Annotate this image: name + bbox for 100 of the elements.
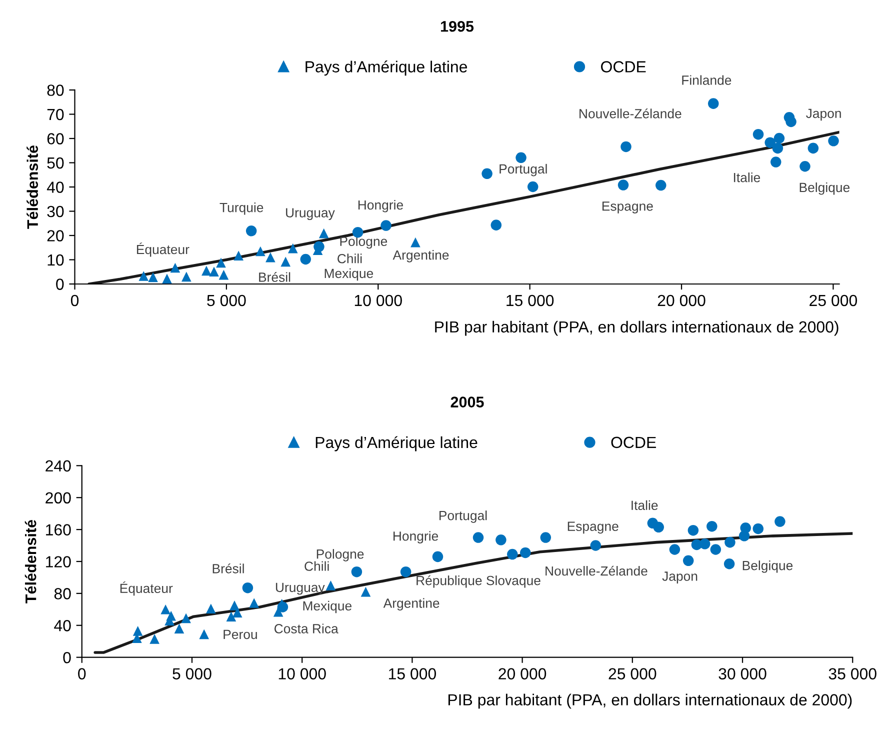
- point: [218, 270, 229, 280]
- point: [656, 180, 666, 191]
- y-tick-label: 120: [46, 556, 71, 568]
- y-tick-label: 10: [48, 254, 64, 266]
- point: [540, 532, 552, 543]
- point: [150, 634, 160, 644]
- point: [162, 274, 172, 284]
- point: [740, 522, 751, 534]
- annotation: Turquie: [220, 202, 264, 215]
- x-tick-label: 20 000: [498, 668, 546, 680]
- annotation: Hongrie: [394, 531, 438, 544]
- annotation: Hongrie: [358, 200, 403, 212]
- x-axis-title: PIB par habitant (PPA, en dollars internationaux de 2000): [448, 694, 852, 709]
- point: [527, 181, 538, 192]
- x-tick-label: 15 000: [506, 294, 554, 306]
- point: [246, 226, 257, 236]
- point: [808, 142, 819, 154]
- annotation: Espagne: [602, 202, 653, 214]
- point: [520, 547, 531, 558]
- point: [710, 544, 722, 555]
- x-axis-title: PIB par habitant (PPA, en dollars internationaux de 2000): [435, 320, 838, 336]
- line-series: [94, 532, 853, 654]
- point: [216, 258, 226, 268]
- point: [786, 116, 796, 128]
- point: [770, 156, 782, 168]
- annotation: Finlande: [682, 75, 732, 85]
- legend-label: Pays d’Amérique latine: [316, 436, 478, 452]
- annotation: Perou: [224, 630, 257, 640]
- annotation: Japon: [806, 108, 841, 121]
- point: [516, 152, 526, 164]
- point: [653, 522, 664, 533]
- point: [318, 228, 329, 238]
- annotation: Espagne: [568, 522, 618, 534]
- annotation: Japon: [662, 572, 698, 584]
- point: [752, 523, 764, 534]
- y-tick-label: 0: [56, 278, 64, 290]
- point: [688, 524, 699, 536]
- point: [160, 604, 170, 614]
- point: [496, 534, 506, 546]
- y-tick-label: 80: [54, 588, 71, 600]
- annotation: Pologne: [340, 236, 388, 249]
- point: [774, 516, 786, 527]
- y-tick-label: 160: [46, 524, 71, 536]
- point: [400, 566, 412, 578]
- annotation: Belgique: [800, 182, 850, 195]
- point: [174, 624, 184, 634]
- x-tick-label: 25 000: [608, 668, 656, 680]
- point: [234, 250, 244, 261]
- annotation: Pologne: [316, 549, 364, 562]
- annotation: Équateur: [120, 581, 173, 596]
- x-tick-label: 20 000: [658, 294, 706, 306]
- point: [280, 256, 291, 267]
- annotation: Portugal: [439, 510, 487, 523]
- point: [724, 558, 735, 570]
- point: [490, 220, 502, 230]
- x-tick-label: 5 000: [172, 668, 212, 680]
- legend-label: Pays d’Amérique latine: [306, 60, 467, 76]
- point: [181, 613, 191, 624]
- annotation: Costa Rica: [274, 624, 338, 634]
- x-tick-label: 25 000: [810, 294, 858, 306]
- x-tick-label: 35 000: [828, 668, 876, 680]
- point: [351, 566, 362, 578]
- y-tick-label: 70: [47, 108, 64, 120]
- x-tick-label: 15 000: [388, 668, 436, 680]
- y-axis-title: Télédensité: [26, 145, 38, 229]
- point: [256, 246, 266, 256]
- point: [230, 600, 240, 610]
- y-axis-title: Télédensité: [24, 520, 36, 604]
- point: [507, 548, 518, 560]
- point: [472, 532, 484, 543]
- x-tick-label: 10 000: [354, 294, 402, 306]
- point: [800, 160, 810, 172]
- point: [266, 252, 276, 262]
- annotation: Argentine: [383, 598, 440, 610]
- annotation: Italie: [632, 500, 658, 510]
- annotation: Chili: [304, 561, 329, 571]
- annotation: Mexique: [303, 600, 352, 614]
- y-tick-label: 40: [54, 620, 71, 632]
- chart-title: 2005: [450, 396, 484, 408]
- y-tick-label: 80: [47, 84, 64, 96]
- y-tick-label: 0: [63, 652, 71, 664]
- point: [249, 598, 259, 608]
- y-tick-label: 40: [46, 182, 64, 193]
- point: [410, 237, 420, 248]
- annotation: Belgique: [742, 560, 793, 573]
- point: [590, 540, 602, 551]
- point: [199, 629, 210, 640]
- point: [300, 254, 312, 265]
- point: [774, 132, 785, 144]
- point: [772, 142, 784, 154]
- point: [699, 538, 710, 550]
- point: [706, 520, 718, 532]
- y-tick-label: 200: [46, 492, 71, 504]
- point: [482, 168, 492, 180]
- x-tick-label: 0: [78, 668, 86, 680]
- point: [620, 141, 632, 152]
- point: [360, 586, 371, 597]
- point: [242, 582, 254, 594]
- point: [132, 626, 143, 636]
- point: [708, 98, 719, 109]
